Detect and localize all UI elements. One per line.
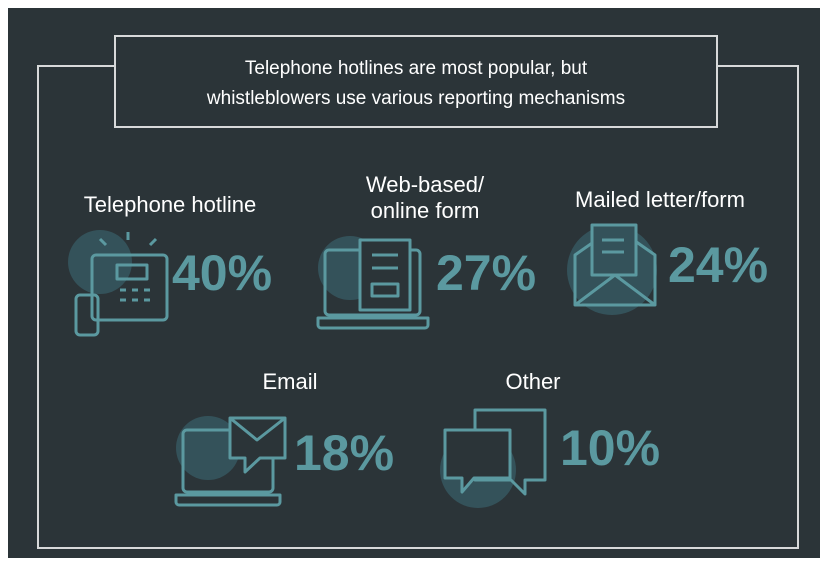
item-label: online form [371,198,480,223]
web-form-icon [316,236,430,330]
mail-icon [567,223,657,315]
frame [37,65,799,549]
item-label: Other [505,369,560,394]
item-label: Telephone hotline [84,192,256,217]
title-line: Telephone hotlines are most popular, but [245,58,588,79]
background [8,8,820,558]
phone-icon [68,230,169,337]
title-line: whistleblowers use various reporting mec… [206,88,625,109]
item-value: 10% [560,420,660,476]
email-icon [174,416,287,507]
item-value: 24% [668,237,768,293]
chat-icon [440,408,547,508]
item-value: 27% [436,245,536,301]
item-value: 18% [294,425,394,481]
item-label: Email [262,369,317,394]
item-value: 40% [172,245,272,301]
item-label: Web-based/ [366,172,485,197]
title-box [114,35,718,128]
item-label: Mailed letter/form [575,187,745,212]
